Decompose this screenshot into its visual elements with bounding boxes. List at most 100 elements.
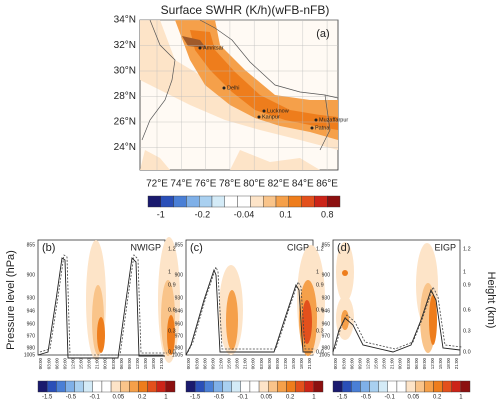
pressure-label: 960 (175, 321, 184, 327)
time-label: 00:00 (333, 358, 338, 370)
time-label: 09:00 (422, 358, 427, 370)
time-label: 15:00 (227, 358, 232, 370)
time-label: 00:00 (251, 358, 256, 370)
colorbar-box (424, 380, 434, 393)
colorbar-label: -0.04 (234, 209, 255, 219)
colorbar-box (396, 380, 407, 393)
colorbar-box (194, 380, 205, 393)
panel-name: CIGP (287, 242, 309, 252)
city-label: Lucknow (267, 108, 289, 114)
colorbar-box (378, 380, 388, 393)
time-label: 06:00 (349, 358, 354, 370)
colorbar-box (147, 195, 162, 208)
height-label: 0.6 (316, 307, 324, 313)
pressure-label: 980 (322, 345, 331, 351)
contour (97, 317, 105, 353)
colorbar-box (83, 380, 93, 393)
time-label: 06:00 (119, 358, 124, 370)
colorbar-box (46, 380, 57, 393)
time-label: 03:00 (111, 358, 116, 370)
time-label: 06:00 (54, 358, 59, 370)
time-label: 15:00 (374, 358, 379, 370)
contour (167, 315, 175, 355)
pressure-label: 930 (322, 295, 331, 301)
solid-line (37, 257, 165, 359)
lat-label: 32°N (114, 40, 136, 51)
max-spot (182, 36, 206, 48)
colorbar-box (288, 195, 302, 208)
colorbar-label: -0.2 (195, 209, 211, 219)
map-title: Surface SWHR (K/h)(wFB-nFB) (161, 3, 330, 17)
colorbar-label: -1.5 (190, 395, 201, 401)
height-label: 0.6 (168, 307, 176, 313)
colorbar-label: 0.2 (433, 395, 442, 401)
time-label: 12:00 (365, 358, 370, 370)
colorbar-box (327, 195, 341, 208)
colorbar-box (304, 380, 315, 393)
colorbar-label: -0.5 (214, 395, 225, 401)
time-label: 12:00 (430, 358, 435, 370)
pressure-label: 855 (322, 242, 331, 248)
colorbar-label: 0.05 (113, 395, 125, 401)
pressure-label: 900 (27, 272, 36, 278)
y2-axis-label: Height (km) (485, 272, 497, 329)
colorbar-box (341, 380, 352, 393)
time-label: 15:00 (438, 358, 443, 370)
pressure-label: 1005 (24, 352, 35, 358)
city-label: Patna (315, 125, 330, 131)
colorbar-box (222, 380, 232, 393)
colorbar-label: -0.1 (89, 395, 100, 401)
lon-label: 84°E (292, 179, 314, 190)
pressure-label: 970 (322, 333, 331, 339)
lat-labels: 34°N 32°N 30°N 28°N 26°N 24°N (114, 15, 136, 154)
height-label: 0.3 (316, 328, 324, 334)
time-label: 18:00 (87, 358, 92, 370)
colorbar-box (250, 195, 264, 208)
colorbar-box (240, 380, 251, 393)
colorbar-box (268, 380, 278, 393)
colorbar-box (185, 380, 196, 393)
colorbar-box (415, 380, 425, 393)
pressure-label: 855 (175, 242, 184, 248)
colorbar-label: -0.5 (66, 395, 77, 401)
colorbar-label: 0.2 (286, 395, 295, 401)
colorbar-box (186, 195, 200, 208)
colorbar-box (258, 380, 269, 393)
colorbar-box (173, 195, 187, 208)
colorbar-label: -1 (157, 209, 165, 219)
time-label: 18:00 (446, 358, 451, 370)
time-label: 03:00 (194, 358, 199, 370)
time-label: 03:00 (46, 358, 51, 370)
time-label: 00:00 (103, 358, 108, 370)
time-label: 21:00 (243, 358, 248, 370)
lon-label: 86°E (316, 179, 338, 190)
time-label: 03:00 (406, 358, 411, 370)
colorbar-label: -0.1 (237, 395, 248, 401)
time-label: 18:00 (299, 358, 304, 370)
solid-line (185, 268, 313, 356)
contour (342, 270, 348, 276)
time-label: 12:00 (70, 358, 75, 370)
pressure-label: 900 (322, 272, 331, 278)
colorbar-box (160, 195, 174, 208)
colorbar-box (56, 380, 66, 393)
colorbar-box (405, 380, 416, 393)
time-label: 09:00 (127, 358, 132, 370)
colorbar-box (433, 380, 443, 393)
time-label: 06:00 (267, 358, 272, 370)
colorbar-label: 0.05 (408, 395, 420, 401)
city-label: Kanpur (262, 114, 280, 120)
time-label: 09:00 (210, 358, 215, 370)
colorbar-box (101, 380, 112, 393)
pressure-label: 980 (27, 345, 36, 351)
time-label: 21:00 (95, 358, 100, 370)
city-dot (222, 86, 226, 90)
colorbar-box (74, 380, 84, 393)
colorbar-box (387, 380, 398, 393)
colorbar-box (313, 380, 324, 393)
dashed-line (187, 265, 315, 353)
colorbar-label: 1 (164, 395, 168, 401)
time-label: 15:00 (291, 358, 296, 370)
pressure-label: 960 (322, 321, 331, 327)
